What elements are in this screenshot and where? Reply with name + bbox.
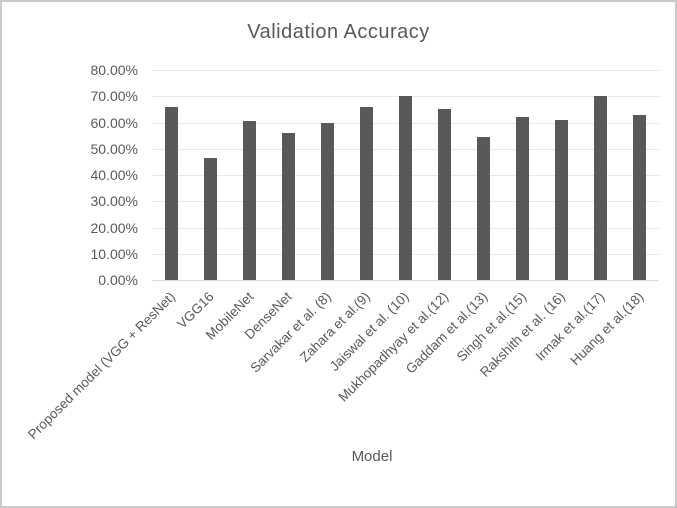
bar	[165, 106, 178, 280]
plot-area	[152, 70, 659, 281]
y-axis-tick-label: 40.00%	[90, 167, 138, 183]
x-axis-title: Model	[351, 448, 393, 465]
bar	[360, 106, 373, 280]
bar	[243, 121, 256, 280]
chart-title: Validation Accuracy	[247, 21, 430, 43]
bar	[204, 157, 217, 280]
x-axis-category-label: Huang et al.(18)	[567, 289, 647, 369]
y-axis-tick-label: 70.00%	[90, 88, 138, 105]
bar	[321, 122, 334, 280]
y-axis-tick-label: 60.00%	[90, 114, 138, 131]
y-axis-tick-label: 80.00%	[90, 62, 138, 78]
bar	[516, 117, 529, 280]
x-axis-category-label: Proposed model (VGG + ResNet)	[25, 289, 179, 443]
bar	[633, 114, 646, 280]
bar	[477, 136, 490, 280]
y-axis-tick-label: 20.00%	[90, 219, 138, 236]
bar	[282, 133, 295, 280]
gridline	[152, 70, 659, 71]
y-axis-tick-label: 10.00%	[90, 245, 138, 262]
bar	[555, 119, 568, 280]
bar	[594, 96, 607, 280]
bar	[399, 96, 412, 280]
bar	[438, 109, 451, 280]
y-axis-tick-label: 50.00%	[90, 140, 138, 157]
y-axis-tick-label: 30.00%	[90, 193, 138, 210]
x-axis-category-label: Irmak et al.(17)	[532, 289, 608, 364]
y-axis-tick-label: 0.00%	[98, 272, 138, 288]
